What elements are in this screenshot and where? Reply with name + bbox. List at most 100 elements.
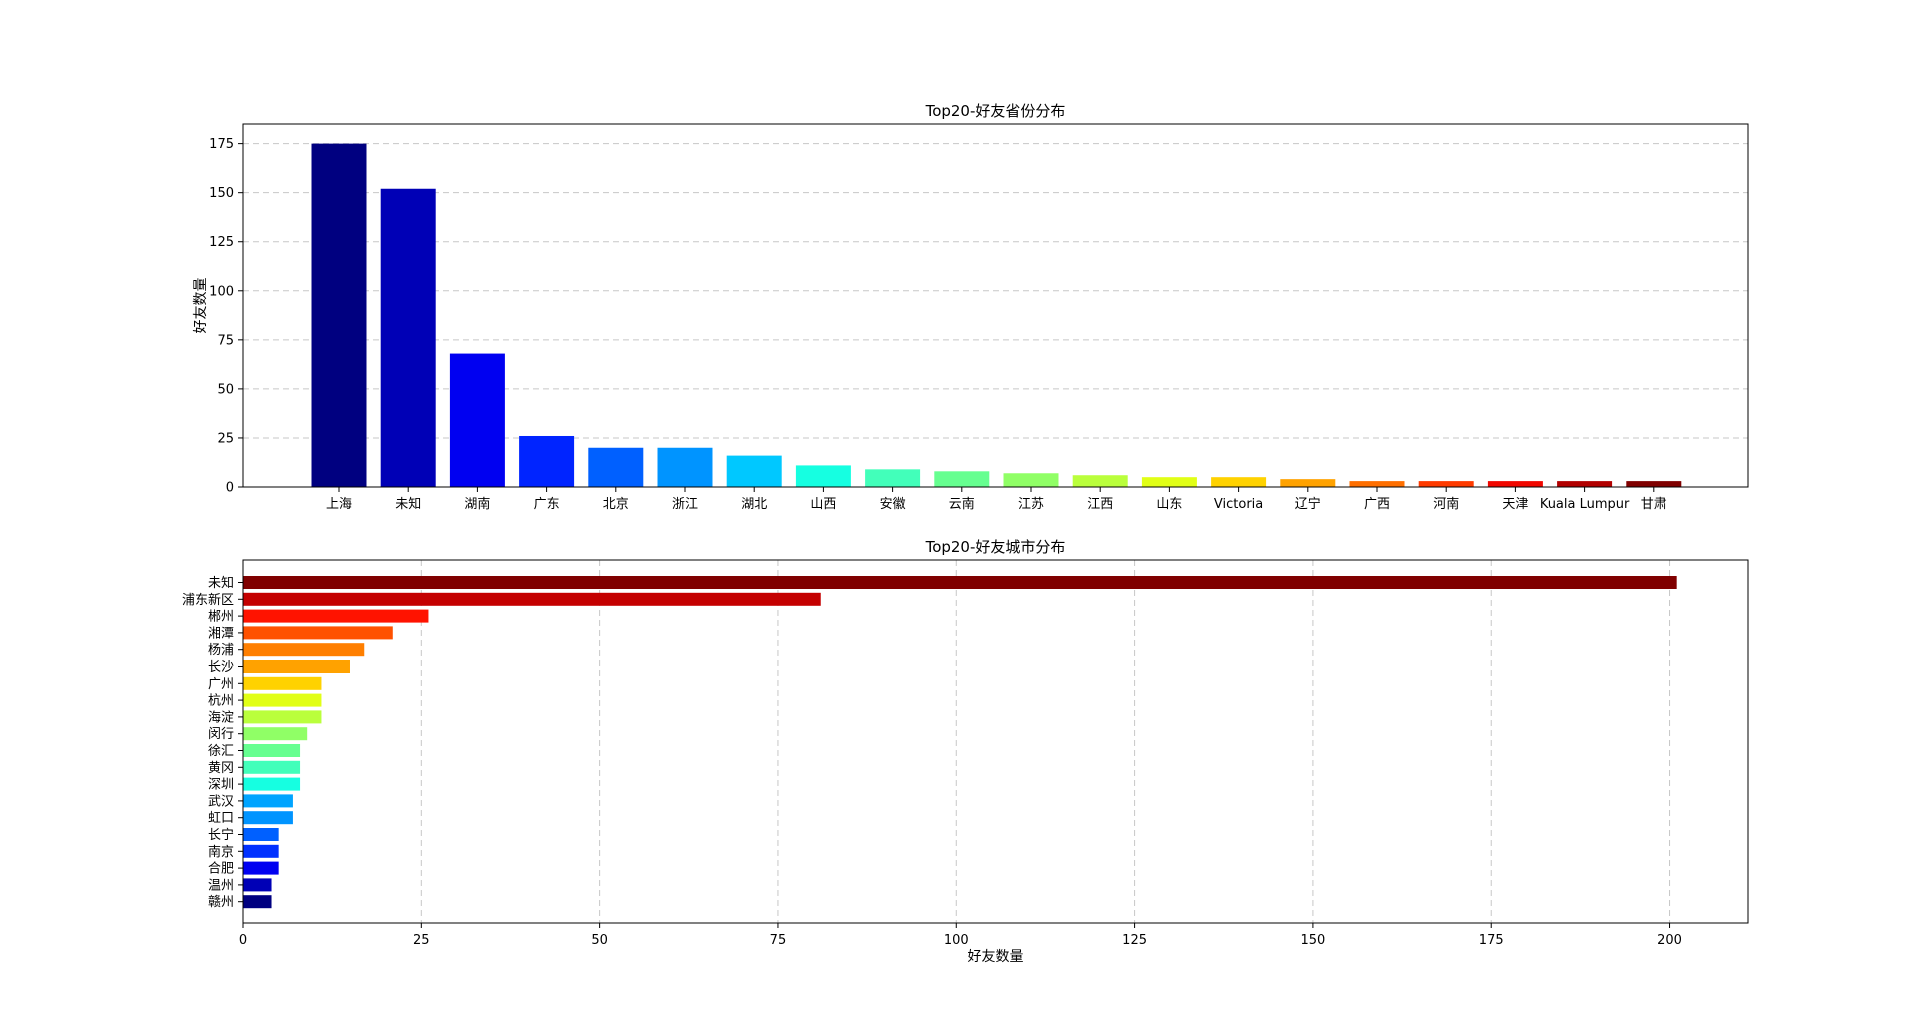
province-ytick-label: 100 <box>209 284 234 299</box>
province-bar <box>795 465 851 487</box>
city-xtick-label: 50 <box>591 933 608 948</box>
city-xtick-label: 100 <box>944 933 969 948</box>
province-xtick-label: Victoria <box>1214 497 1263 512</box>
city-bar <box>243 744 301 757</box>
city-xtick-label: 175 <box>1479 933 1504 948</box>
province-xtick-label: 山西 <box>810 497 836 512</box>
city-ytick-label: 海淀 <box>208 710 234 725</box>
province-ytick-label: 50 <box>217 382 234 397</box>
city-ytick-label: 徐汇 <box>208 744 234 759</box>
province-chart: Top20-好友省份分布 好友数量 0 25 50 75 100 125 150 175 上海 未… <box>193 102 1749 512</box>
city-ytick-label: 深圳 <box>208 778 234 793</box>
city-bar <box>243 878 272 892</box>
city-ytick-label: 浦东新区 <box>182 592 234 608</box>
city-bar <box>243 895 272 909</box>
city-bar <box>243 609 429 623</box>
city-ytick-label: 合肥 <box>208 862 234 877</box>
province-bar <box>1626 481 1682 487</box>
city-bar <box>243 777 301 791</box>
province-bar <box>657 447 713 487</box>
city-ytick-label: 南京 <box>208 844 234 860</box>
province-xtick-label: 上海 <box>326 497 352 512</box>
province-bar <box>934 471 990 487</box>
city-bar <box>243 660 350 673</box>
province-bars <box>311 143 1682 488</box>
province-xtick-label: 安徽 <box>880 497 906 512</box>
city-bar <box>243 727 308 741</box>
city-ytick-label: 广州 <box>208 677 234 692</box>
city-ytick-label: 闵行 <box>208 727 234 742</box>
city-chart: Top20-好友城市分布 好友数量 0 25 50 75 100 125 150 175 200… <box>182 538 1749 965</box>
city-ytick-label: 赣州 <box>208 895 234 910</box>
city-bar <box>243 861 279 875</box>
city-ticks: 0 25 50 75 100 125 150 175 200 未知浦东新区郴州湘潭杨浦长沙广州杭州… <box>182 575 1682 948</box>
city-bar <box>243 693 322 707</box>
province-ytick-label: 25 <box>217 431 234 446</box>
city-bar <box>243 592 821 606</box>
province-chart-ylabel: 好友数量 <box>193 278 209 334</box>
city-xtick-label: 75 <box>770 933 787 948</box>
province-xtick-label: 广西 <box>1364 497 1390 512</box>
province-bar <box>449 353 505 487</box>
province-bar <box>1141 477 1197 487</box>
city-gridlines <box>242 560 1671 923</box>
province-ticks: 0 25 50 75 100 125 150 175 上海 未知 湖南 广东 北京 浙江 湖北 山西 安徽 云南 江… <box>209 137 1667 512</box>
province-bar <box>380 188 436 488</box>
city-ytick-label: 长宁 <box>208 827 234 843</box>
city-ytick-label: 武汉 <box>208 794 234 809</box>
city-ytick-label: 黄冈 <box>208 761 234 776</box>
province-xtick-label: 云南 <box>949 496 975 512</box>
province-ytick-label: 0 <box>226 481 234 496</box>
province-bar <box>519 435 575 487</box>
province-xtick-label: 河南 <box>1433 496 1459 512</box>
city-ytick-label: 长沙 <box>208 660 234 675</box>
province-ytick-label: 175 <box>209 137 234 152</box>
province-axes-frame <box>242 123 1749 488</box>
province-bar <box>1487 481 1543 487</box>
province-xtick-label: 湖南 <box>464 496 490 512</box>
city-xtick-label: 125 <box>1122 933 1147 948</box>
province-bar <box>1557 481 1613 487</box>
province-bar <box>1072 475 1128 487</box>
province-xtick-label: 江苏 <box>1018 496 1044 512</box>
city-bar <box>243 794 293 808</box>
province-bar <box>726 455 782 487</box>
city-bar <box>243 676 322 690</box>
city-axes-frame <box>242 559 1749 924</box>
city-bar <box>243 828 279 841</box>
province-xtick-label: 天津 <box>1502 497 1528 512</box>
city-xtick-label: 150 <box>1300 933 1325 948</box>
city-ytick-label: 温州 <box>208 878 234 893</box>
city-ytick-label: 杨浦 <box>208 643 234 658</box>
province-xtick-label: 辽宁 <box>1295 496 1321 512</box>
province-xtick-label: 未知 <box>395 496 421 512</box>
city-bar <box>243 811 293 825</box>
province-ytick-label: 150 <box>209 186 234 201</box>
city-bar <box>243 760 301 774</box>
city-ytick-label: 虹口 <box>208 811 234 826</box>
province-ytick-label: 75 <box>217 333 234 348</box>
province-ytick-label: 125 <box>209 235 234 250</box>
city-ytick-label: 郴州 <box>208 610 234 625</box>
province-xtick-label: 浙江 <box>672 497 698 512</box>
city-xtick-label: 200 <box>1657 933 1682 948</box>
province-bar <box>1418 481 1474 487</box>
city-chart-xlabel: 好友数量 <box>968 949 1024 965</box>
city-bar <box>243 576 1677 589</box>
province-xtick-label: Kuala Lumpur <box>1540 497 1630 512</box>
province-chart-title: Top20-好友省份分布 <box>925 102 1066 120</box>
city-xtick-label: 25 <box>413 933 430 948</box>
city-bar <box>243 710 322 724</box>
province-xtick-label: 山东 <box>1156 497 1182 512</box>
province-bar <box>865 469 921 487</box>
province-bar <box>311 143 367 487</box>
province-xtick-label: 北京 <box>603 497 629 512</box>
province-xtick-label: 江西 <box>1087 497 1113 512</box>
province-bar <box>588 447 644 487</box>
city-ytick-label: 未知 <box>208 575 234 591</box>
province-xtick-label: 甘肃 <box>1641 497 1667 512</box>
province-xtick-label: 广东 <box>534 497 560 512</box>
province-bar <box>1349 481 1405 487</box>
province-bar <box>1003 473 1059 487</box>
